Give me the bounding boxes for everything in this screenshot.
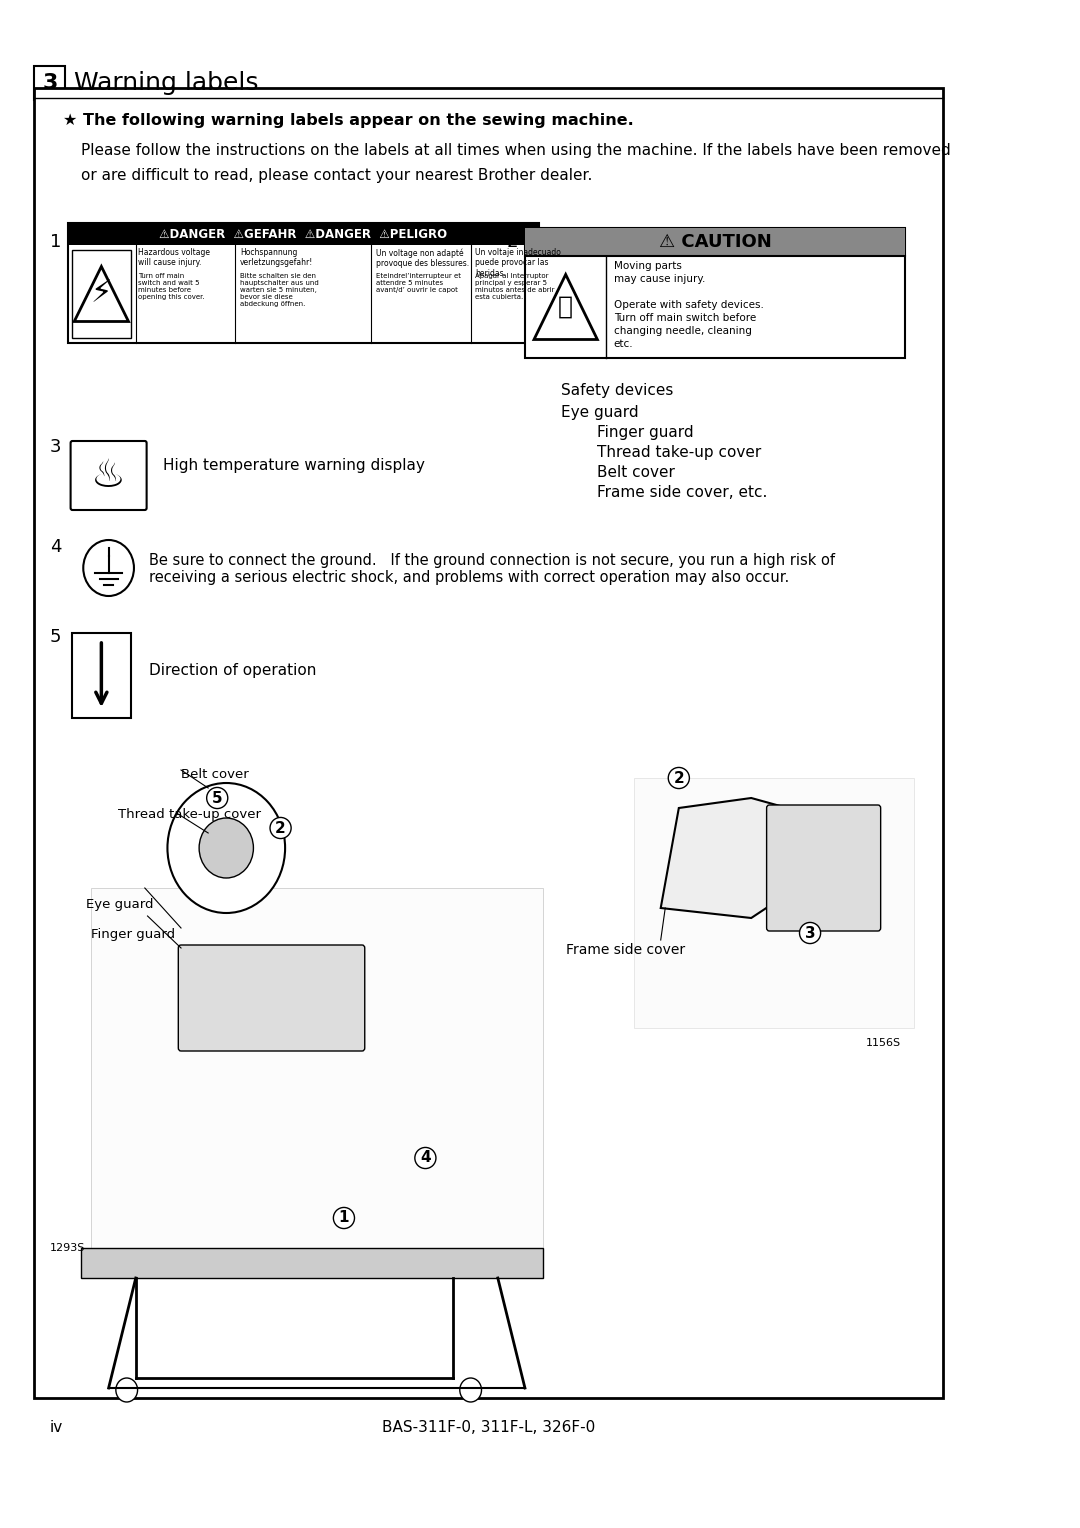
Circle shape (199, 817, 254, 879)
Circle shape (167, 782, 285, 914)
Text: ✋: ✋ (558, 295, 573, 319)
Polygon shape (534, 275, 597, 339)
Circle shape (460, 1378, 482, 1403)
Text: Finger guard: Finger guard (597, 425, 694, 440)
Polygon shape (75, 266, 129, 321)
Text: changing needle, cleaning: changing needle, cleaning (613, 325, 752, 336)
Bar (68, 223, 539, 244)
Text: Frame side cover: Frame side cover (566, 943, 685, 957)
Text: 2: 2 (674, 770, 685, 785)
Text: Belt cover: Belt cover (181, 769, 248, 781)
Text: ★ The following warning labels appear on the sewing machine.: ★ The following warning labels appear on… (64, 113, 634, 128)
Bar (525, 228, 905, 358)
Text: BAS-311F-0, 311F-L, 326F-0: BAS-311F-0, 311F-L, 326F-0 (382, 1421, 595, 1435)
Text: Belt cover: Belt cover (597, 465, 675, 480)
Text: Warning labels: Warning labels (75, 70, 259, 95)
Text: ⚡: ⚡ (91, 280, 112, 309)
FancyBboxPatch shape (70, 442, 147, 510)
Text: Thread take-up cover: Thread take-up cover (118, 808, 260, 821)
Text: Eye guard: Eye guard (86, 898, 153, 911)
Text: 2: 2 (507, 232, 518, 251)
Text: 5: 5 (50, 628, 62, 646)
Text: 3: 3 (805, 926, 815, 941)
Text: 1: 1 (339, 1210, 349, 1225)
Circle shape (83, 539, 134, 596)
Text: 4: 4 (50, 538, 62, 556)
Text: 5: 5 (212, 790, 222, 805)
Text: Be sure to connect the ground.   If the ground connection is not secure, you run: Be sure to connect the ground. If the gr… (149, 553, 835, 585)
Text: ⚠DANGER  ⚠GEFAHR  ⚠DANGER  ⚠PELIGRO: ⚠DANGER ⚠GEFAHR ⚠DANGER ⚠PELIGRO (159, 228, 447, 240)
Text: Apagar al Interruptor
principal y esperar 5
minutos antes de abrir
esta cubierta: Apagar al Interruptor principal y espera… (475, 274, 555, 299)
Text: 1: 1 (50, 232, 62, 251)
Text: Operate with safety devices.: Operate with safety devices. (613, 299, 764, 310)
Text: iv: iv (50, 1421, 63, 1435)
Text: 4: 4 (420, 1151, 431, 1166)
FancyBboxPatch shape (178, 944, 365, 1051)
Text: 3: 3 (42, 73, 57, 93)
Bar (35, 89, 943, 1398)
Text: Turn off main switch before: Turn off main switch before (613, 313, 756, 322)
Bar (525, 228, 905, 257)
Text: Safety devices: Safety devices (562, 384, 674, 397)
Polygon shape (72, 251, 132, 338)
Text: Eye guard: Eye guard (562, 405, 638, 420)
Text: Hochspannung
verletzungsgefahr!: Hochspannung verletzungsgefahr! (240, 248, 313, 267)
FancyBboxPatch shape (767, 805, 880, 931)
Text: Moving parts: Moving parts (613, 261, 681, 270)
Polygon shape (661, 798, 814, 918)
Text: Un voltaje inadecuado
puede provocar las
heridas.: Un voltaje inadecuado puede provocar las… (475, 248, 561, 278)
Text: Finger guard: Finger guard (91, 927, 175, 941)
Text: or are difficult to read, please contact your nearest Brother dealer.: or are difficult to read, please contact… (81, 168, 593, 183)
Text: 2: 2 (275, 821, 286, 836)
Text: Turn off main
switch and wait 5
minutes before
opening this cover.: Turn off main switch and wait 5 minutes … (138, 274, 205, 299)
Text: Un voltage non adapté
provoque des blessures.: Un voltage non adapté provoque des bless… (376, 248, 469, 267)
Bar (72, 633, 132, 718)
Text: 1156S: 1156S (865, 1038, 901, 1048)
Text: Direction of operation: Direction of operation (149, 663, 316, 678)
Text: 1293S: 1293S (50, 1242, 85, 1253)
Text: High temperature warning display: High temperature warning display (163, 458, 424, 474)
Text: ♨: ♨ (91, 457, 126, 495)
Text: Eteindrel’interrupteur et
attendre 5 minutes
avant/d’ ouvrir le capot: Eteindrel’interrupteur et attendre 5 min… (376, 274, 460, 293)
Bar (634, 778, 914, 1028)
Text: Thread take-up cover: Thread take-up cover (597, 445, 761, 460)
Bar (68, 223, 539, 342)
Text: etc.: etc. (613, 339, 633, 348)
Circle shape (116, 1378, 137, 1403)
Text: Hazardous voltage
will cause injury.: Hazardous voltage will cause injury. (138, 248, 211, 267)
Text: ⚠ CAUTION: ⚠ CAUTION (659, 232, 771, 251)
Text: Frame side cover, etc.: Frame side cover, etc. (597, 484, 768, 500)
Text: 3: 3 (50, 439, 62, 455)
Bar (35, 66, 65, 99)
Text: Please follow the instructions on the labels at all times when using the machine: Please follow the instructions on the la… (81, 144, 951, 157)
Bar (81, 1248, 543, 1277)
Bar (91, 888, 543, 1277)
Text: Bitte schalten sie den
hauptschalter aus und
warten sie 5 minuten,
bevor sie die: Bitte schalten sie den hauptschalter aus… (240, 274, 319, 307)
Text: may cause injury.: may cause injury. (613, 274, 705, 284)
